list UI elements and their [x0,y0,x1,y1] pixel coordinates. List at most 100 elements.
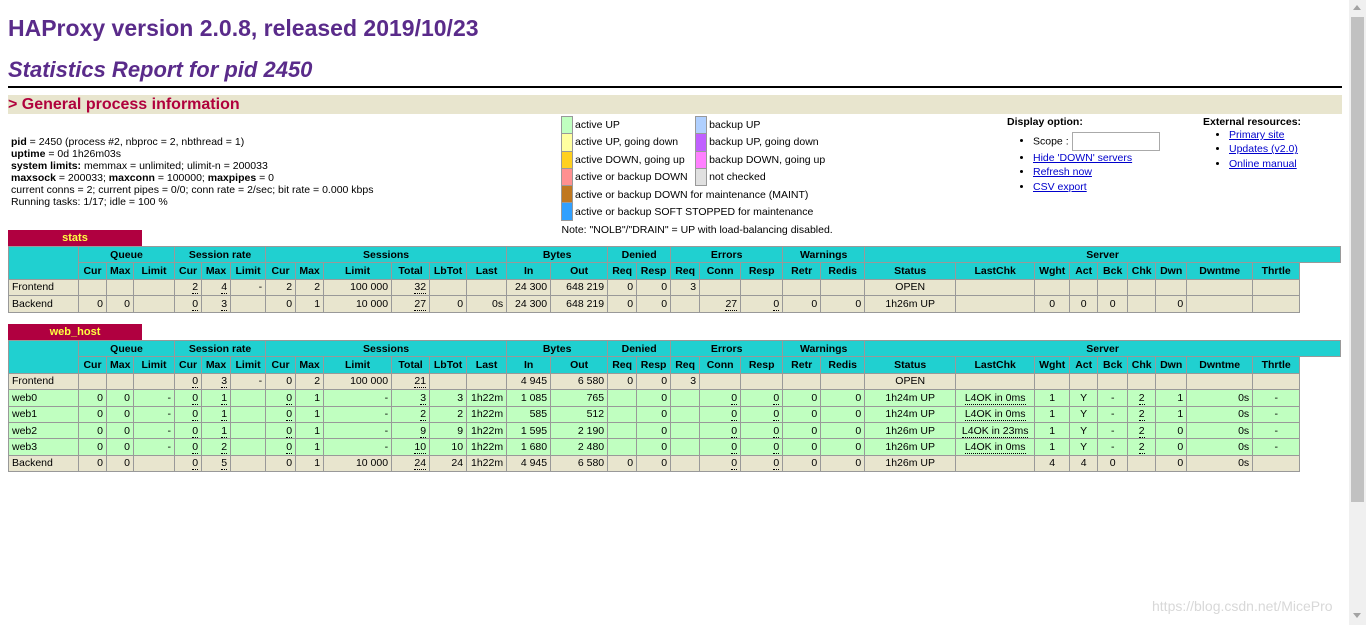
online-manual-link[interactable]: Online manual [1229,157,1297,170]
tooltip-value[interactable]: 0 [192,391,199,405]
tooltip-value[interactable]: 0 [286,424,293,438]
table-cell: 0 [740,421,784,440]
tooltip-value[interactable]: 32 [414,281,427,295]
scrollbar-thumb[interactable] [1351,17,1364,502]
table-cell [670,295,701,313]
column-header: Cur [265,262,297,280]
tooltip-value[interactable]: 0 [773,391,780,405]
table-cell: 512 [550,405,609,423]
table-row[interactable]: Frontend 2 4-2 2 100 000 32 24 300 648 219 0 0 3 OP… [8,278,1341,297]
tooltip-value[interactable]: 0 [773,441,780,455]
scope-input[interactable] [1071,132,1160,151]
tooltip-value[interactable]: 0 [286,391,293,405]
column-group-header: Session rate [174,339,267,358]
column-header: Limit [323,262,393,280]
table-cell: L4OK in 23ms [955,421,1036,440]
tooltip-value[interactable]: 4 [221,281,228,295]
table-cell: 0 [1155,454,1188,473]
tooltip-value[interactable]: 2 [1138,441,1145,455]
legend-label: backup UP, going down [709,136,819,149]
table-cell [106,372,134,391]
tooltip-value[interactable]: L4OK in 0ms [964,391,1026,405]
tooltip-value[interactable]: 0 [731,457,738,471]
table-row[interactable]: web1 0 0-0 1 0 1-2 2 1h22m 585 512 0 0 0 0 0 1h24m UP L4… [8,405,1341,423]
tooltip-value[interactable]: 1 [221,424,228,438]
tooltip-value[interactable]: 2 [1138,424,1145,438]
tooltip-value[interactable]: 0 [731,441,738,455]
tooltip-value[interactable]: 1 [221,391,228,405]
table-cell: - [132,405,176,423]
tooltip-value[interactable]: 0 [731,391,738,405]
tooltip-value[interactable]: 2 [1138,391,1145,405]
tooltip-value[interactable]: 5 [221,457,228,471]
table-cell: 9 [391,421,431,440]
tooltip-value[interactable]: 2 [192,281,199,295]
tooltip-value[interactable]: 0 [773,408,780,422]
table-cell: 2 [1127,405,1157,423]
table-cell: 0 [106,438,134,456]
tooltip-value[interactable]: 0 [773,297,780,311]
table-cell [955,278,1036,297]
tooltip-value[interactable]: 0 [773,424,780,438]
legend-label: backup UP [709,119,761,132]
tooltip-value[interactable]: 0 [773,457,780,471]
table-cell: 100 000 [323,278,393,297]
scroll-up-arrow-icon[interactable] [1353,5,1361,10]
hide-down-servers-link[interactable]: Hide 'DOWN' servers [1033,152,1133,164]
table-row[interactable]: Frontend 0 3-0 2 100 000 21 4 945 6 580 0 0 3 OPEN [8,372,1341,391]
primary-site-link[interactable]: Primary site [1229,129,1285,141]
tooltip-value[interactable]: L4OK in 0ms [964,441,1026,455]
tooltip-value[interactable]: 24 [414,457,427,471]
tooltip-value[interactable]: 2 [221,441,228,455]
table-row[interactable]: web2 0 0-0 1 0 1-9 9 1h22m 1 595 2 190 0 0 0 0 0 1h26m … [8,421,1341,440]
tooltip-value[interactable]: 0 [192,457,199,471]
tooltip-value[interactable]: 0 [192,375,199,389]
tooltip-value[interactable]: 27 [725,297,738,311]
tooltip-value[interactable]: 0 [286,441,293,455]
tooltip-value[interactable]: 0 [731,424,738,438]
tooltip-value[interactable]: 2 [420,408,427,422]
tooltip-value[interactable]: 10 [414,441,427,455]
column-group-header: Errors [670,245,784,264]
table-cell: 27 [699,295,742,313]
tooltip-value[interactable]: 2 [1138,408,1145,422]
table-cell: - [1252,438,1301,456]
tooltip-value[interactable]: 9 [420,424,427,438]
tooltip-value[interactable]: 0 [731,408,738,422]
tooltip-value[interactable]: L4OK in 23ms [961,424,1029,438]
table-cell: 0 [607,454,638,473]
proxy-name-web-host[interactable]: web_host [8,324,142,340]
column-header: Out [550,262,609,280]
tooltip-value[interactable]: 0 [192,297,199,311]
tooltip-value[interactable]: 0 [286,408,293,422]
table-row[interactable]: web3 0 0-0 2 0 1-10 10 1h22m 1 680 2 480 0 0 0 0 0 1h26… [8,438,1341,456]
tooltip-value[interactable]: 3 [420,391,427,405]
updates-link[interactable]: Updates (v2.0) [1229,143,1298,156]
column-header: Req [607,262,638,280]
tooltip-value[interactable]: L4OK in 0ms [964,408,1026,422]
table-cell [230,405,267,423]
table-cell [1069,372,1099,391]
tooltip-value[interactable]: 0 [192,408,199,422]
table-cell: - [132,421,176,440]
vertical-scrollbar[interactable] [1349,0,1366,625]
table-row[interactable]: Backend 0 0 0 3 0 1 10 000 27 0 0s 24 300 648 219 0 0 2… [8,295,1341,313]
csv-export-link[interactable]: CSV export [1033,180,1087,193]
tooltip-value[interactable]: 0 [192,441,199,455]
scroll-down-arrow-icon[interactable] [1353,613,1361,618]
tooltip-value[interactable]: 1 [221,408,228,422]
proxy-name-stats[interactable]: stats [8,230,142,246]
table-cell: 0 [78,389,107,407]
tooltip-value[interactable]: 3 [221,297,228,311]
table-cell: 0 [782,405,822,423]
tooltip-value[interactable]: 3 [221,375,228,389]
tooltip-value[interactable]: 27 [414,297,427,311]
refresh-now-link[interactable]: Refresh now [1033,166,1092,179]
table-cell: 1 [1155,389,1188,407]
tooltip-value[interactable]: 21 [414,375,427,389]
tooltip-value[interactable]: 0 [192,424,199,438]
table-row[interactable]: web0 0 0-0 1 0 1-3 3 1h22m 1 085 765 0 0 0 0 0 1h24m UP… [8,389,1341,407]
table-cell: 10 [391,438,431,456]
web-host-table: Queue Session rate Sessions Bytes Denied Erro… [8,339,1341,473]
table-row[interactable]: Backend 0 0 0 5 0 1 10 000 24 24 1h22m 4 945 6 580 0 0… [8,454,1341,473]
